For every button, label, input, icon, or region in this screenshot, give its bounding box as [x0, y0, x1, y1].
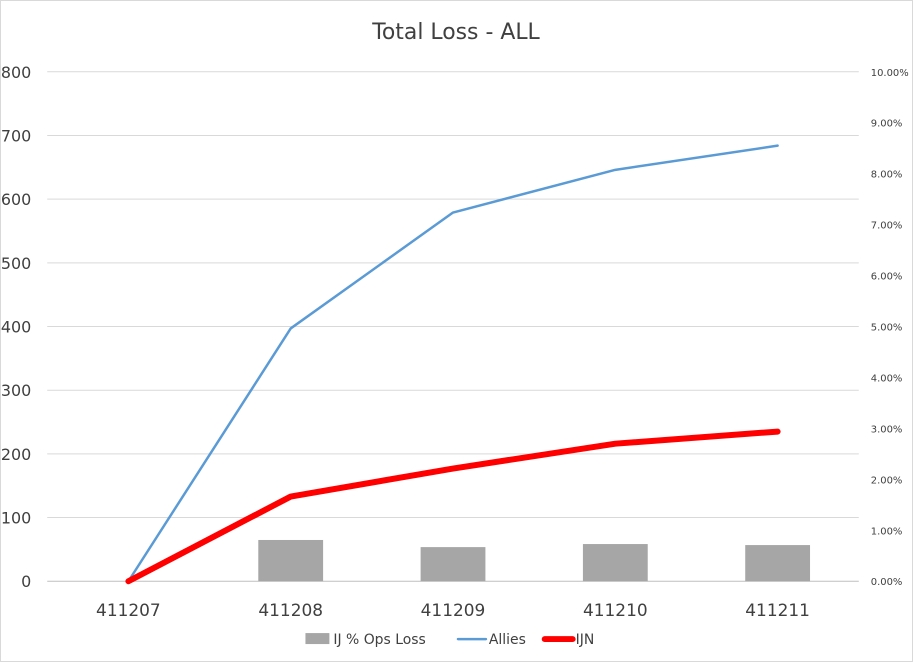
- secondary-y-tick-label: 1.00%: [871, 526, 903, 537]
- legend-label: IJN: [576, 632, 595, 648]
- secondary-y-tick-label: 6.00%: [871, 272, 903, 283]
- secondary-y-tick-label: 0.00%: [871, 577, 903, 588]
- x-tick-label: 411209: [421, 600, 486, 620]
- y-tick-label: 500: [1, 254, 31, 273]
- legend: IJ % Ops Loss Allies IJN: [305, 632, 594, 648]
- y-tick-label: 700: [1, 126, 31, 145]
- y-tick-label: 100: [1, 509, 31, 528]
- x-tick-label: 411207: [96, 600, 161, 620]
- y-tick-label: 200: [1, 445, 31, 464]
- x-tick-label: 411208: [258, 600, 323, 620]
- legend-item: IJN: [541, 632, 595, 648]
- legend-label: IJ % Ops Loss: [333, 632, 425, 648]
- legend-item: Allies: [456, 632, 526, 648]
- secondary-y-axis-ticks: 0.00% 1.00% 2.00% 3.00% 4.00% 5.00% 6.00% 7.00%…: [871, 68, 909, 588]
- secondary-y-tick-label: 3.00%: [871, 424, 903, 435]
- secondary-y-tick-label: 4.00%: [871, 373, 903, 384]
- series-line: [127, 144, 779, 583]
- series-line: [125, 428, 781, 585]
- y-tick-label: 800: [1, 63, 31, 82]
- bar-series: [258, 539, 811, 582]
- secondary-y-tick-label: 9.00%: [871, 119, 903, 130]
- bar: [258, 539, 324, 582]
- bar: [745, 545, 811, 582]
- y-tick-label: 300: [1, 381, 31, 400]
- x-tick-label: 411210: [583, 600, 648, 620]
- x-axis-ticks: 411207 411208 411209 411210 411211: [96, 600, 810, 620]
- legend-label: Allies: [489, 632, 526, 648]
- secondary-y-tick-label: 8.00%: [871, 170, 903, 181]
- legend-swatch: [305, 633, 330, 645]
- y-tick-label: 400: [1, 317, 31, 336]
- bar: [420, 547, 486, 582]
- bar: [582, 544, 648, 582]
- y-axis-ticks: 0 100 200 300 400 500 600 700 800: [1, 63, 31, 591]
- line-series: [125, 144, 781, 585]
- secondary-y-tick-label: 2.00%: [871, 475, 903, 486]
- y-tick-label: 600: [1, 190, 31, 209]
- y-tick-label: 0: [21, 572, 31, 591]
- x-tick-label: 411211: [745, 600, 810, 620]
- chart-title: Total Loss - ALL: [371, 20, 540, 45]
- secondary-y-tick-label: 10.00%: [871, 68, 909, 79]
- gridlines: [47, 71, 859, 582]
- secondary-y-tick-label: 7.00%: [871, 221, 903, 232]
- secondary-y-tick-label: 5.00%: [871, 323, 903, 334]
- legend-item: IJ % Ops Loss: [305, 632, 426, 648]
